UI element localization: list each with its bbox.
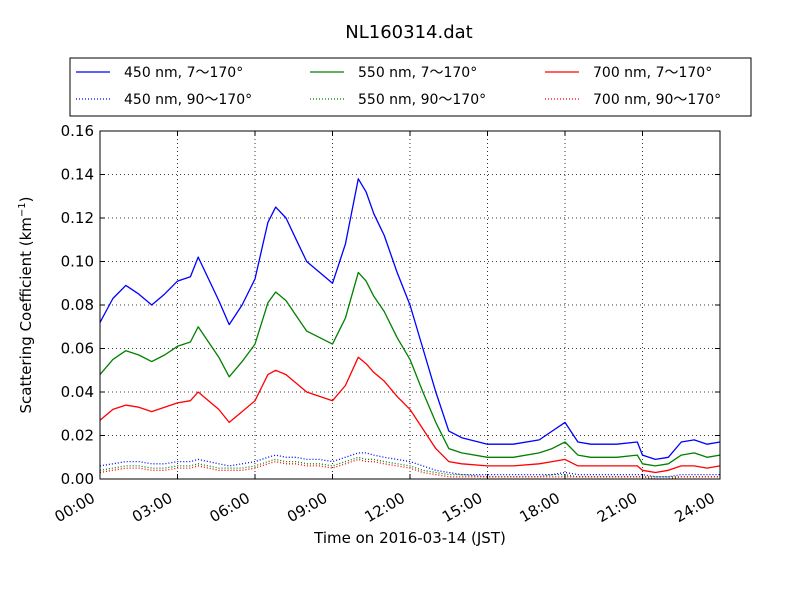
x-tick-label: 09:00 [284,489,330,526]
y-axis-label: Scattering Coefficient (km−1) [17,196,35,413]
legend-entry: 700 nm, 90～170° [545,92,721,108]
y-tick-label: 0.10 [61,253,94,271]
x-tick-label: 21:00 [594,489,640,526]
y-tick-label: 0.14 [61,166,94,184]
x-tick-label: 00:00 [52,489,98,526]
legend-entry: 450 nm, 7～170° [76,65,243,81]
x-axis-label: Time on 2016-03-14 (JST) [313,529,506,547]
y-tick-label: 0.12 [61,209,94,227]
y-tick-label: 0.08 [61,296,94,314]
series-line-1 [99,178,721,461]
y-axis-label-main: Scattering Coefficient (km [17,217,35,413]
legend-label: 550 nm, 7～170° [358,65,477,81]
series-line-2 [99,452,720,478]
x-tick-label: 03:00 [129,489,175,526]
legend-entry: 550 nm, 7～170° [310,65,477,81]
legend-box [69,57,752,117]
series-line-5 [99,356,721,474]
legend-label: 450 nm, 7～170° [124,65,243,81]
y-tick-label: 0.00 [61,470,94,488]
y-tick-label: 0.04 [61,383,94,401]
x-tick-label: 12:00 [362,489,408,526]
chart-title: NL160314.dat [345,22,472,43]
series-layer [99,178,721,480]
legend-entry: 450 nm, 90～170° [76,92,252,108]
legend-label: 550 nm, 90～170° [358,92,486,108]
y-axis-label-close: ) [17,196,35,202]
legend-entry: 550 nm, 90～170° [310,92,486,108]
series-line-3 [99,271,721,467]
x-tick-label: 24:00 [672,489,718,526]
y-tick-label: 0.02 [61,427,94,445]
y-tick-label: 0.06 [61,340,94,358]
legend-label: 450 nm, 90～170° [124,92,252,108]
x-tick-label: 18:00 [517,489,563,526]
grid [100,131,720,479]
legend-label: 700 nm, 90～170° [593,92,721,108]
x-tick-label: 15:00 [439,489,485,526]
y-axis-label-sup: −1 [17,202,28,217]
x-tick-label: 06:00 [207,489,253,526]
legend-entry: 700 nm, 7～170° [545,65,712,81]
y-tick-label: 0.16 [61,122,94,140]
legend-label: 700 nm, 7～170° [593,65,712,81]
legend: 450 nm, 7～170° 550 nm, 7～170° 700 nm, 7～17… [76,65,721,108]
